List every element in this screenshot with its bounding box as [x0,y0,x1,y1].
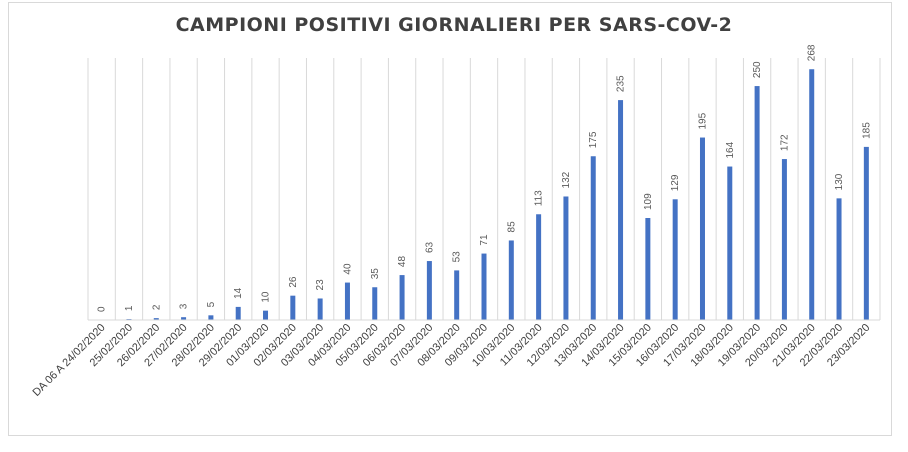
bar [399,275,405,320]
bar [181,317,187,320]
bar [727,166,733,320]
bar [454,270,460,320]
value-label: 250 [752,61,763,78]
value-label: 1 [124,305,135,311]
bar [672,199,678,320]
gridlines [87,58,881,320]
bar [235,306,241,320]
bar [590,156,596,320]
bar [508,240,514,320]
value-label: 85 [506,221,517,233]
bar [863,146,869,320]
value-label: 235 [616,75,627,92]
value-label: 14 [233,287,244,299]
bar [536,214,542,320]
chart-frame [8,2,892,436]
value-label: 172 [779,134,790,151]
bar [699,137,705,320]
value-label: 10 [261,291,272,303]
value-label: 113 [534,190,545,206]
bar [290,295,296,320]
value-label: 185 [861,122,872,139]
value-label: 23 [315,279,326,291]
value-label: 195 [697,112,708,129]
bar [153,318,159,320]
bar [754,86,760,320]
bar [263,310,269,320]
value-label: 129 [670,174,681,191]
bar [781,159,787,320]
bar [836,198,842,320]
bar [618,100,624,320]
value-label: 3 [179,303,190,309]
value-label: 71 [479,234,490,246]
bar [317,298,323,320]
value-label: 0 [97,306,108,312]
value-label: 40 [342,263,353,275]
bar [481,253,487,320]
value-label: 5 [206,301,217,307]
value-label: 109 [643,193,654,210]
value-label: 63 [424,241,435,253]
bar [426,261,432,320]
value-label: 2 [151,304,162,310]
bar [809,69,815,320]
bar [563,196,569,320]
value-label: 175 [588,131,599,148]
bars [126,69,869,320]
value-label: 26 [288,276,299,288]
value-label: 164 [725,141,736,158]
bar [344,282,350,320]
bar [208,315,214,320]
bar [645,218,651,320]
bar [372,287,378,320]
value-label: 268 [807,44,818,61]
x-tick-labels: DA 06 A 24/02/202025/02/202026/02/202027… [31,322,873,399]
value-label: 53 [452,251,463,263]
value-label: 48 [397,256,408,268]
value-label: 35 [370,268,381,280]
value-label: 130 [834,173,845,190]
value-label: 132 [561,171,572,188]
chart-title: CAMPIONI POSITIVI GIORNALIERI PER SARS-C… [175,14,733,36]
